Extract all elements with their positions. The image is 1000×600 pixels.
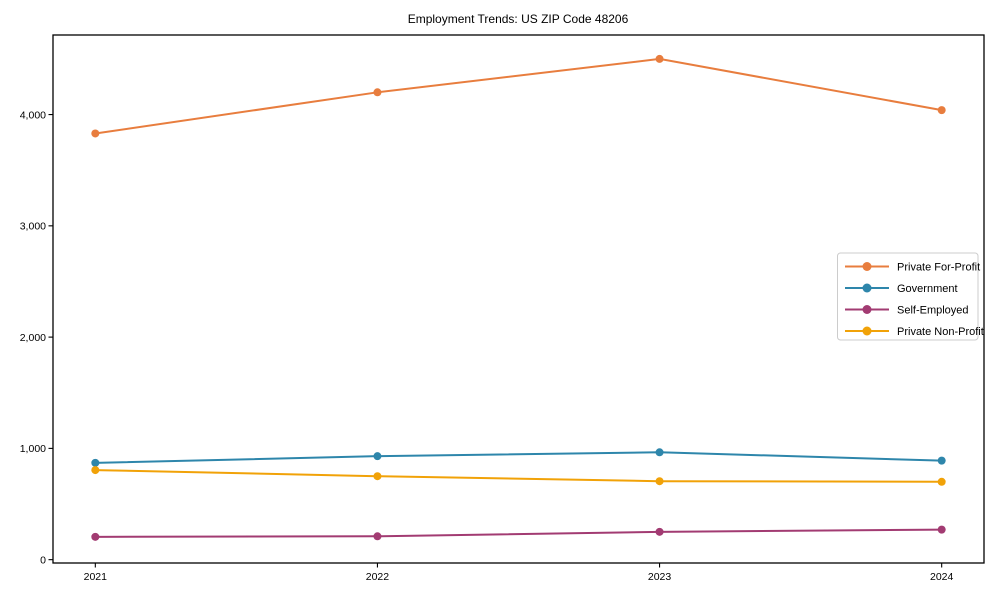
data-point-self-employed-2023 <box>655 527 664 536</box>
legend-item-private-non-profit: Private Non-Profit <box>845 326 984 338</box>
y-tick-label: 2,000 <box>20 332 46 344</box>
series-line-self-employed <box>94 528 943 538</box>
data-point-private-for-profit-2024 <box>937 106 946 115</box>
data-point-private-non-profit-2024 <box>937 477 946 486</box>
legend-label: Self-Employed <box>897 305 969 317</box>
data-point-private-non-profit-2023 <box>655 477 664 486</box>
legend-item-private-for-profit: Private For-Profit <box>845 262 980 274</box>
plot-frame <box>52 34 985 564</box>
y-tick-label: 0 <box>40 554 46 566</box>
legend: Private For-Profit Government Self-Employe… <box>837 252 984 341</box>
legend-marker <box>862 262 872 271</box>
data-point-self-employed-2022 <box>373 532 382 541</box>
legend-label: Private Non-Profit <box>897 326 984 338</box>
legend-marker <box>862 305 872 314</box>
data-point-self-employed-2024 <box>937 525 946 534</box>
series-line-government <box>94 451 943 464</box>
legend-label: Private For-Profit <box>897 262 980 274</box>
legend-marker <box>862 283 872 293</box>
y-tick-label: 1,000 <box>20 443 46 455</box>
legend-label: Government <box>897 283 958 295</box>
x-tick-label: 2021 <box>84 571 108 583</box>
data-point-government-2023 <box>655 448 664 457</box>
data-point-private-for-profit-2023 <box>655 54 664 63</box>
data-point-private-for-profit-2022 <box>373 88 382 97</box>
legend-box <box>837 252 979 341</box>
x-tick-label: 2024 <box>930 571 954 583</box>
data-point-private-non-profit-2021 <box>91 466 100 475</box>
series-line-private-non-profit <box>94 469 943 483</box>
data-point-private-non-profit-2022 <box>373 472 382 481</box>
x-tick-label: 2022 <box>366 571 390 583</box>
legend-item-government: Government <box>845 283 958 295</box>
data-point-government-2024 <box>937 456 946 465</box>
data-point-private-for-profit-2021 <box>91 129 100 138</box>
data-point-self-employed-2021 <box>91 532 100 541</box>
x-tick-label: 2023 <box>648 571 672 583</box>
series-line-private-for-profit <box>94 57 943 135</box>
y-tick-label: 3,000 <box>20 221 46 233</box>
legend-item-self-employed: Self-Employed <box>845 305 969 317</box>
data-point-government-2021 <box>91 458 100 467</box>
y-tick-label: 4,000 <box>20 109 46 121</box>
chart-title: Employment Trends: US ZIP Code 48206 <box>408 12 629 26</box>
legend-marker <box>862 326 872 336</box>
data-point-government-2022 <box>373 452 382 461</box>
